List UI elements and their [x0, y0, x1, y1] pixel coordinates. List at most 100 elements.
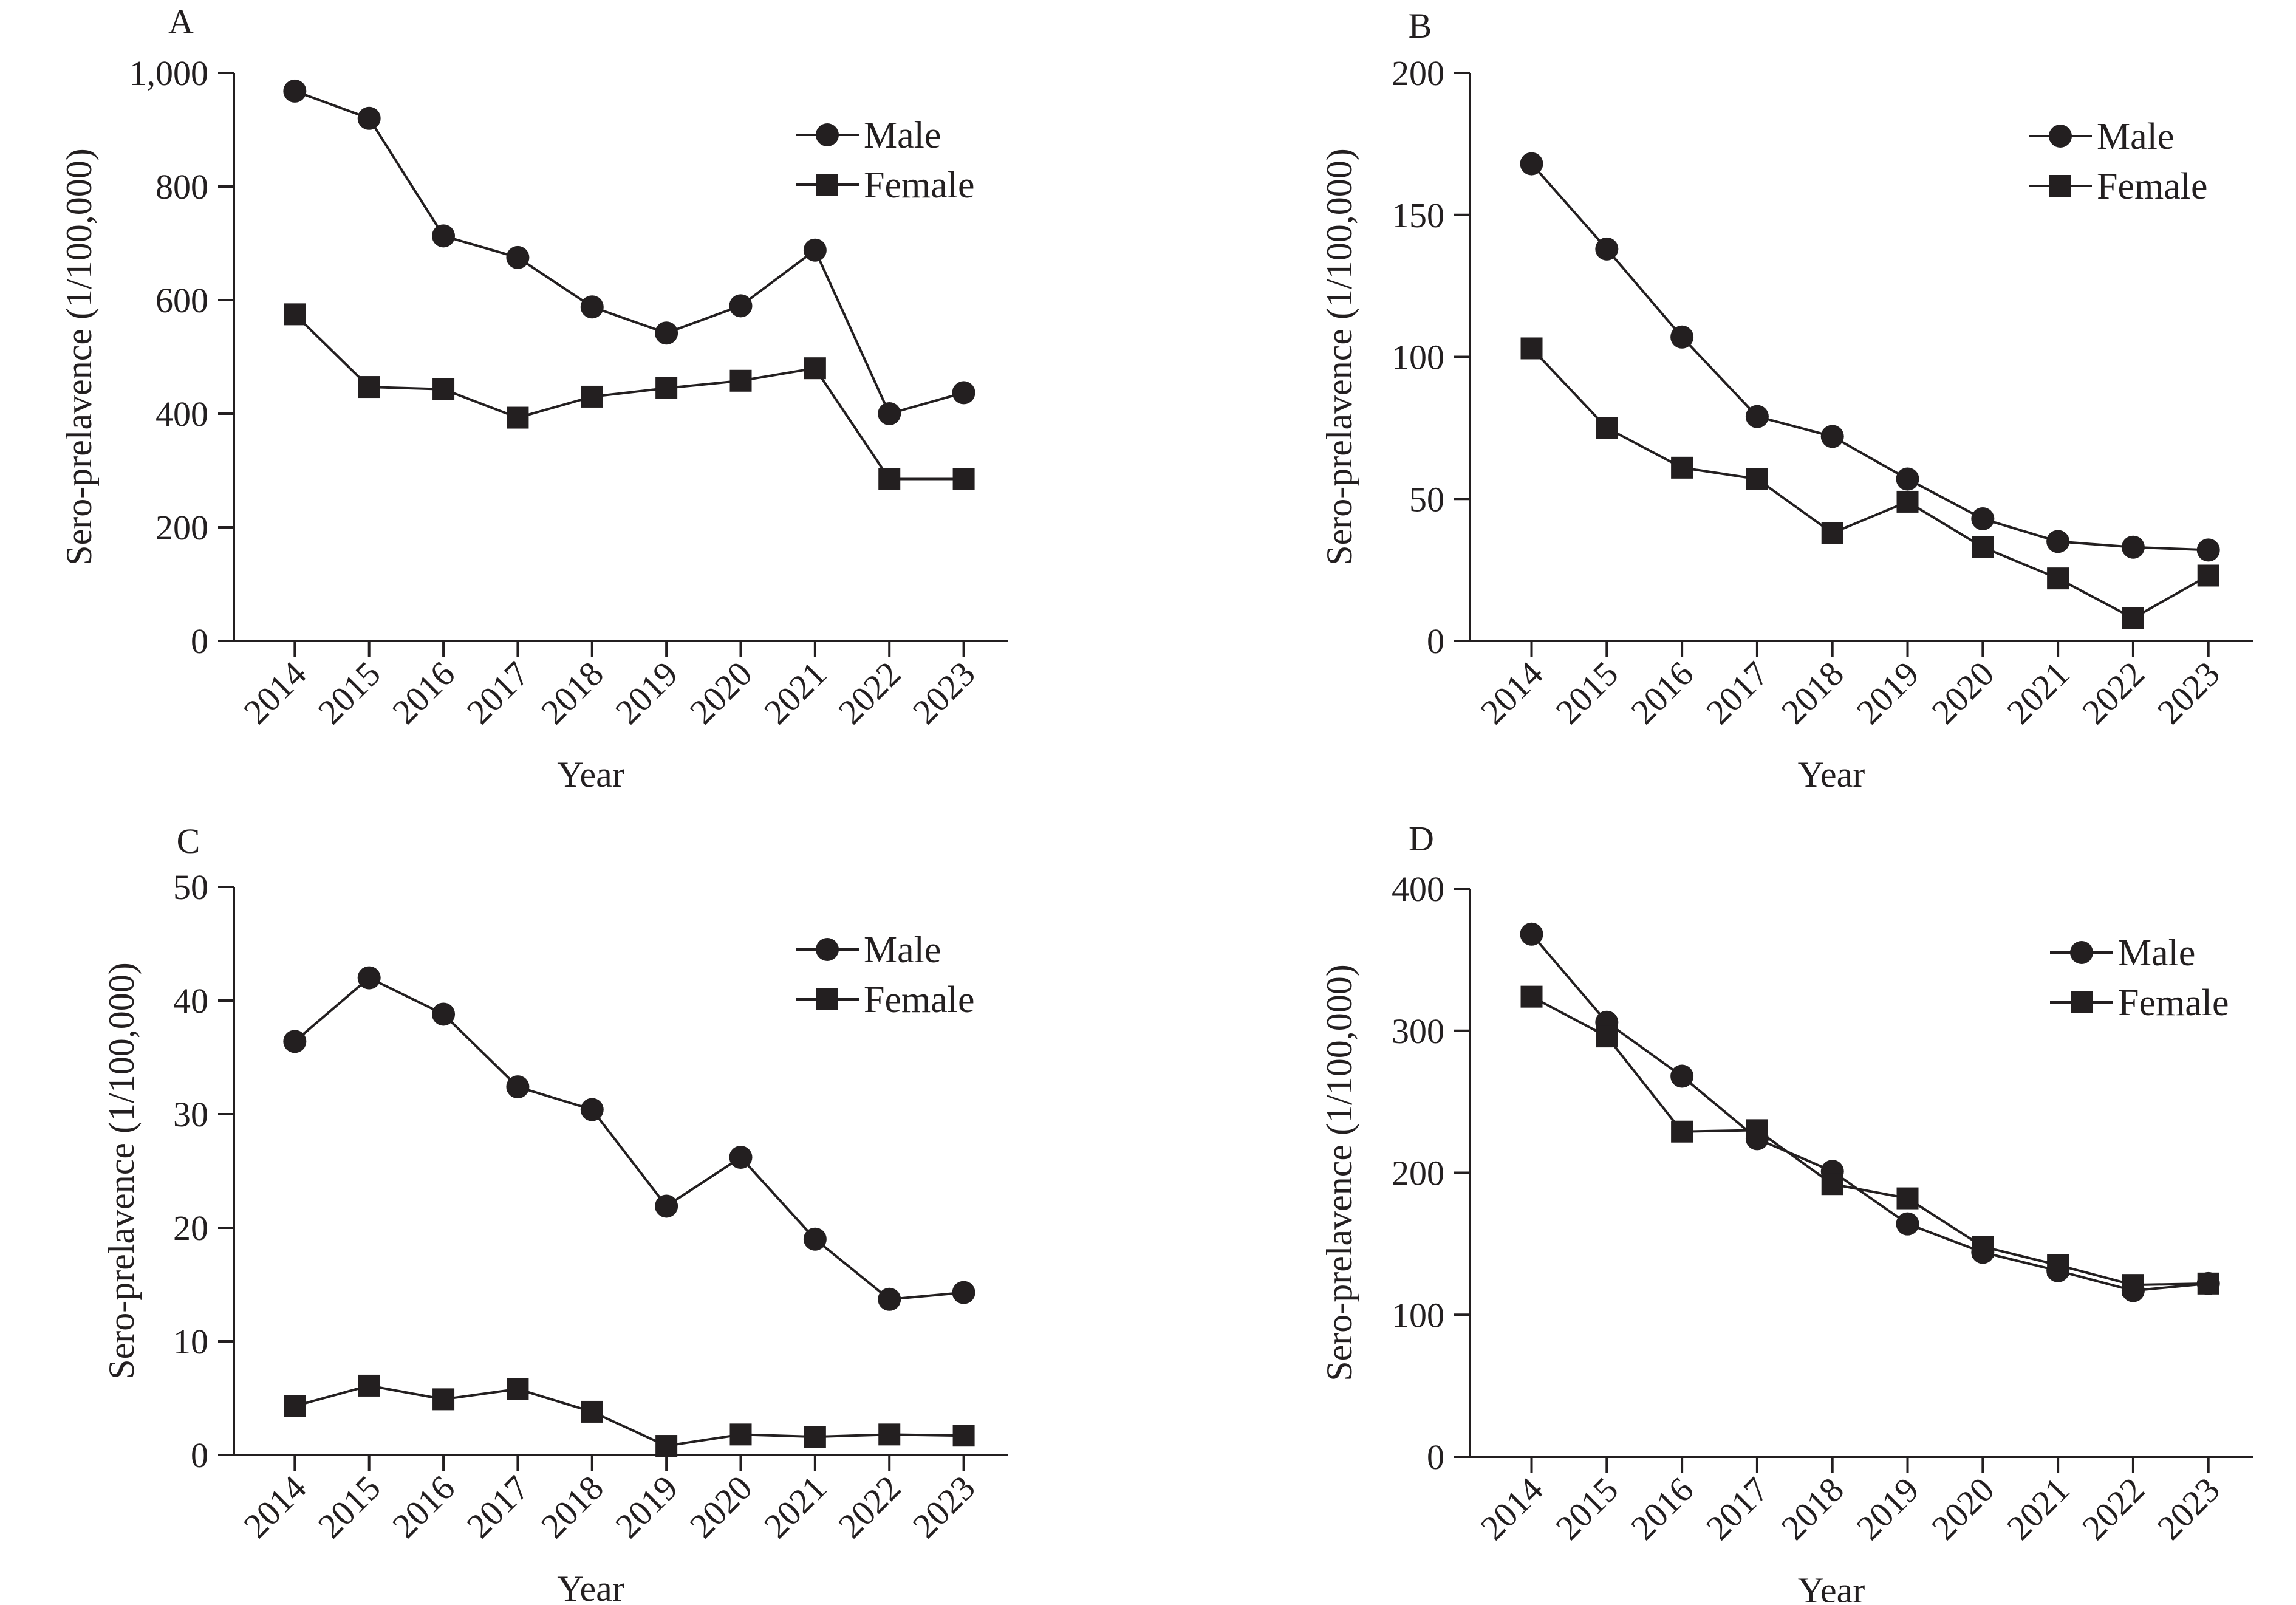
x-tick-label: 2015: [1548, 654, 1626, 731]
x-tick-label: 2016: [384, 1468, 462, 1545]
data-point-male: [1896, 467, 1919, 491]
data-point-female: [358, 1374, 380, 1397]
data-point-male: [1896, 1212, 1919, 1236]
data-point-female: [1746, 468, 1768, 490]
data-point-male: [1745, 405, 1769, 428]
data-point-male: [655, 1194, 678, 1218]
data-point-male: [729, 1146, 753, 1169]
x-tick-label: 2017: [1698, 654, 1776, 731]
x-axis-title: Year: [557, 755, 624, 795]
data-point-male: [878, 1287, 901, 1311]
data-point-female: [952, 468, 975, 490]
y-tick-label: 100: [1392, 1295, 1444, 1335]
x-axis-title: Year: [1798, 755, 1865, 795]
data-point-male: [878, 402, 901, 425]
panel-letter: C: [177, 821, 200, 861]
data-point-female: [1596, 417, 1618, 439]
data-point-female: [284, 1395, 306, 1417]
legend-marker-female: [816, 988, 838, 1010]
x-tick-label: 2023: [905, 654, 983, 731]
data-point-female: [1896, 1187, 1919, 1210]
data-point-female: [2197, 564, 2219, 587]
x-tick-label: 2017: [459, 654, 537, 731]
data-point-male: [729, 294, 753, 318]
y-tick-label: 0: [1427, 1437, 1444, 1477]
x-tick-label: 2019: [1849, 654, 1927, 731]
data-point-female: [804, 357, 826, 380]
legend-label-male: Male: [2097, 116, 2174, 157]
x-tick-label: 2020: [682, 1468, 760, 1545]
legend-label-female: Female: [864, 165, 975, 206]
y-axis-title: Sero-prelavence (1/100,000): [59, 148, 99, 565]
data-point-female: [507, 1378, 529, 1400]
data-point-female: [2047, 1254, 2069, 1276]
y-tick-label: 200: [155, 508, 208, 547]
x-tick-label: 2023: [905, 1468, 983, 1545]
y-tick-label: 200: [1392, 53, 1444, 93]
data-point-male: [357, 966, 381, 990]
data-point-female: [729, 369, 752, 392]
data-point-female: [432, 1388, 455, 1411]
y-tick-label: 400: [1392, 869, 1444, 909]
data-point-male: [1520, 152, 1543, 176]
data-point-male: [952, 1281, 975, 1304]
legend-label-female: Female: [2097, 166, 2208, 207]
legend-marker-male: [2070, 941, 2093, 964]
x-tick-label: 2023: [2150, 654, 2227, 731]
y-tick-label: 0: [191, 1436, 208, 1475]
y-axis-title: Sero-prelavence (1/100,000): [1319, 148, 1359, 565]
data-point-female: [1896, 490, 1919, 513]
data-point-female: [1821, 522, 1843, 544]
panel-letter: B: [1409, 6, 1432, 46]
data-point-male: [432, 1002, 456, 1026]
data-point-female: [1972, 1236, 1994, 1258]
data-point-female: [1671, 456, 1693, 479]
x-tick-label: 2014: [236, 654, 314, 731]
data-point-male: [803, 238, 827, 262]
y-axis-title: Sero-prelavence (1/100,000): [1319, 964, 1359, 1381]
y-tick-label: 10: [173, 1322, 208, 1361]
legend-marker-male: [816, 938, 839, 961]
chart-panel-c: C 0 10 20 30 40 50 2014201520162017201820192020…: [101, 821, 1008, 1605]
legend-marker-female: [816, 174, 838, 196]
data-point-female: [2197, 1272, 2219, 1295]
data-point-female: [581, 1400, 603, 1423]
x-tick-label: 2022: [2074, 654, 2152, 731]
x-tick-label: 2021: [1999, 654, 2077, 731]
data-point-female: [655, 377, 678, 399]
x-tick-label: 2019: [1849, 1470, 1927, 1547]
legend-marker-female: [2071, 991, 2093, 1013]
y-tick-label: 400: [155, 394, 208, 434]
x-tick-label: 2020: [1924, 1470, 2002, 1547]
data-point-female: [804, 1426, 826, 1448]
y-tick-label: 30: [173, 1095, 208, 1134]
y-tick-label: 40: [173, 981, 208, 1021]
series-line-male: [1530, 933, 2209, 1292]
data-point-female: [1520, 337, 1543, 360]
x-tick-label: 2018: [533, 654, 611, 731]
data-point-female: [2122, 607, 2144, 629]
data-point-female: [729, 1423, 752, 1446]
data-point-male: [1670, 1064, 1694, 1088]
data-point-female: [655, 1435, 678, 1457]
x-tick-label: 2022: [2074, 1470, 2152, 1547]
data-point-female: [1596, 1025, 1618, 1048]
legend-marker-male: [816, 123, 839, 146]
y-tick-label: 150: [1392, 196, 1444, 235]
x-tick-label: 2018: [533, 1468, 611, 1545]
x-tick-label: 2020: [1924, 654, 2002, 731]
x-axis-title: Year: [1798, 1570, 1865, 1602]
x-tick-label: 2020: [682, 654, 760, 731]
data-point-male: [1595, 237, 1619, 261]
y-tick-label: 20: [173, 1208, 208, 1248]
chart-panel-b: B050100150200201420152016201720182019202…: [1319, 6, 2253, 795]
x-tick-label: 2019: [607, 1468, 685, 1545]
data-point-male: [2121, 535, 2145, 559]
y-tick-label: 1,000: [129, 53, 209, 93]
y-tick-label: 200: [1392, 1154, 1444, 1193]
data-point-male: [506, 1075, 530, 1099]
y-tick-label: 0: [191, 621, 208, 661]
data-point-male: [506, 245, 530, 269]
series-line-female: [1531, 995, 2209, 1287]
